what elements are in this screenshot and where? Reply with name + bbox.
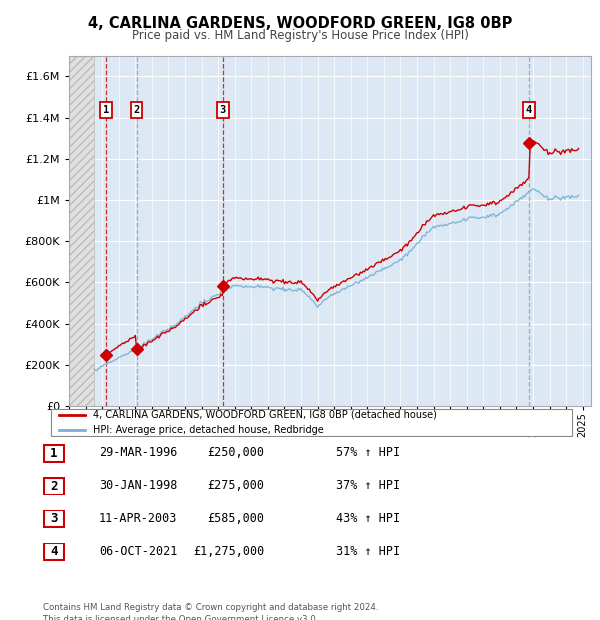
Text: 57% ↑ HPI: 57% ↑ HPI xyxy=(336,446,400,459)
Text: 4: 4 xyxy=(526,105,532,115)
FancyBboxPatch shape xyxy=(44,477,64,495)
Text: 1: 1 xyxy=(103,105,109,115)
FancyBboxPatch shape xyxy=(44,543,64,560)
FancyBboxPatch shape xyxy=(50,409,572,436)
Text: £275,000: £275,000 xyxy=(207,479,264,492)
FancyBboxPatch shape xyxy=(44,445,64,462)
Text: 2: 2 xyxy=(50,480,58,492)
Text: 4, CARLINA GARDENS, WOODFORD GREEN, IG8 0BP (detached house): 4, CARLINA GARDENS, WOODFORD GREEN, IG8 … xyxy=(93,410,437,420)
FancyBboxPatch shape xyxy=(44,510,64,528)
Text: 29-MAR-1996: 29-MAR-1996 xyxy=(99,446,178,459)
Text: 4, CARLINA GARDENS, WOODFORD GREEN, IG8 0BP: 4, CARLINA GARDENS, WOODFORD GREEN, IG8 … xyxy=(88,16,512,31)
Text: 3: 3 xyxy=(50,513,58,525)
Text: 11-APR-2003: 11-APR-2003 xyxy=(99,512,178,525)
Text: £250,000: £250,000 xyxy=(207,446,264,459)
Text: 3: 3 xyxy=(220,105,226,115)
Text: 31% ↑ HPI: 31% ↑ HPI xyxy=(336,545,400,557)
Text: £1,275,000: £1,275,000 xyxy=(193,545,264,557)
Text: 06-OCT-2021: 06-OCT-2021 xyxy=(99,545,178,557)
Text: 43% ↑ HPI: 43% ↑ HPI xyxy=(336,512,400,525)
Text: £585,000: £585,000 xyxy=(207,512,264,525)
Text: 2: 2 xyxy=(133,105,140,115)
Text: Price paid vs. HM Land Registry's House Price Index (HPI): Price paid vs. HM Land Registry's House … xyxy=(131,30,469,42)
Text: 30-JAN-1998: 30-JAN-1998 xyxy=(99,479,178,492)
Text: 37% ↑ HPI: 37% ↑ HPI xyxy=(336,479,400,492)
Text: 1: 1 xyxy=(50,447,58,459)
Text: HPI: Average price, detached house, Redbridge: HPI: Average price, detached house, Redb… xyxy=(93,425,323,435)
Text: Contains HM Land Registry data © Crown copyright and database right 2024.
This d: Contains HM Land Registry data © Crown c… xyxy=(43,603,379,620)
Text: 4: 4 xyxy=(50,546,58,558)
